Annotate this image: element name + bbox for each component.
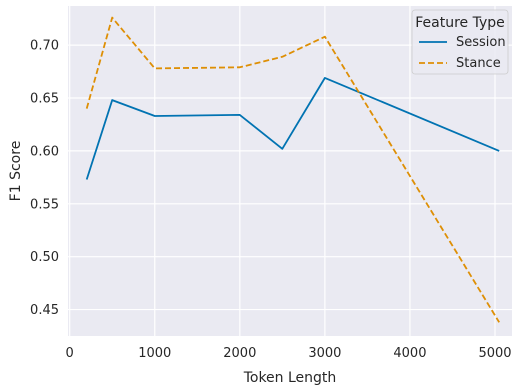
x-tick-labels: 0 1000 2000 3000 4000 5000 [66, 346, 512, 361]
series-lines [85, 16, 500, 323]
x-tick-label: 0 [66, 346, 74, 361]
x-tick-label: 3000 [308, 346, 341, 361]
grid-lines [68, 6, 512, 336]
y-tick-label: 0.70 [30, 39, 59, 54]
y-tick-labels: 0.45 0.50 0.55 0.60 0.65 0.70 [30, 39, 59, 318]
legend: Feature Type Session Stance [411, 9, 509, 75]
y-tick-label: 0.55 [30, 197, 59, 212]
x-tick-label: 5000 [478, 346, 511, 361]
legend-label-stance: Stance [456, 56, 501, 71]
legend-title: Feature Type [415, 15, 505, 31]
y-tick-label: 0.60 [30, 144, 59, 159]
x-tick-label: 2000 [223, 346, 256, 361]
series-line-stance [85, 16, 500, 323]
y-axis-label: F1 Score [8, 141, 24, 202]
y-tick-label: 0.50 [30, 250, 59, 265]
x-tick-label: 1000 [138, 346, 171, 361]
legend-box [411, 9, 509, 75]
legend-label-session: Session [456, 35, 506, 50]
series-line-session [85, 77, 500, 180]
x-axis-label: Token Length [243, 370, 337, 386]
y-tick-label: 0.65 [30, 92, 59, 107]
legend-items: Session Stance [419, 35, 506, 71]
y-tick-label: 0.45 [30, 303, 59, 318]
x-tick-label: 4000 [393, 346, 426, 361]
